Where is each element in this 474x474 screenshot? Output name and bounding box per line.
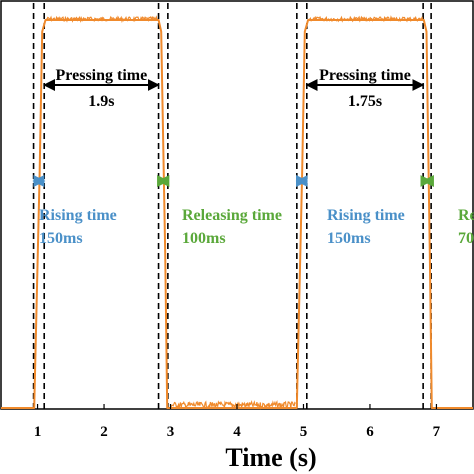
pressing-2-value: 1.75s [348, 93, 382, 110]
rising-2-value: 150ms [327, 230, 371, 247]
x-tick-label-4: 4 [233, 424, 241, 440]
x-tick-label-6: 6 [366, 424, 374, 440]
x-tick-label-5: 5 [300, 424, 308, 440]
pressing-1-value: 1.9s [88, 93, 114, 110]
dashed-lines [32, 3, 432, 409]
x-tick-label-7: 7 [433, 424, 441, 440]
rising-2-label: Rising time [327, 207, 405, 224]
plot-frame [0, 0, 474, 410]
releasing-1-value: 100ms [182, 230, 226, 247]
x-tick-label-3: 3 [167, 424, 175, 440]
x-axis-ticks: 1 2 3 4 5 6 7 [34, 404, 441, 440]
rising-1-label: Rising time [39, 207, 117, 224]
noise-line [46, 15, 424, 410]
x-axis-title: Time (s) [225, 443, 316, 472]
annotations: Pressing time 1.9s Pressing time 1.75s R… [32, 67, 474, 247]
pressing-1-label: Pressing time [56, 67, 148, 84]
x-tick-label-2: 2 [100, 424, 108, 440]
pressing-2-label: Pressing time [319, 67, 411, 84]
releasing-1-label: Releasing time [182, 207, 282, 224]
releasing-2-label: Re [458, 207, 474, 224]
rising-1-value: 150ms [39, 230, 83, 247]
releasing-2-value: 70 [458, 230, 474, 247]
x-tick-label-1: 1 [34, 424, 42, 440]
